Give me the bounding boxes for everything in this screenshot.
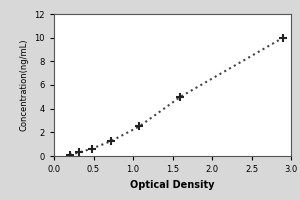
Y-axis label: Concentration(ng/mL): Concentration(ng/mL) <box>20 39 29 131</box>
X-axis label: Optical Density: Optical Density <box>130 180 215 190</box>
